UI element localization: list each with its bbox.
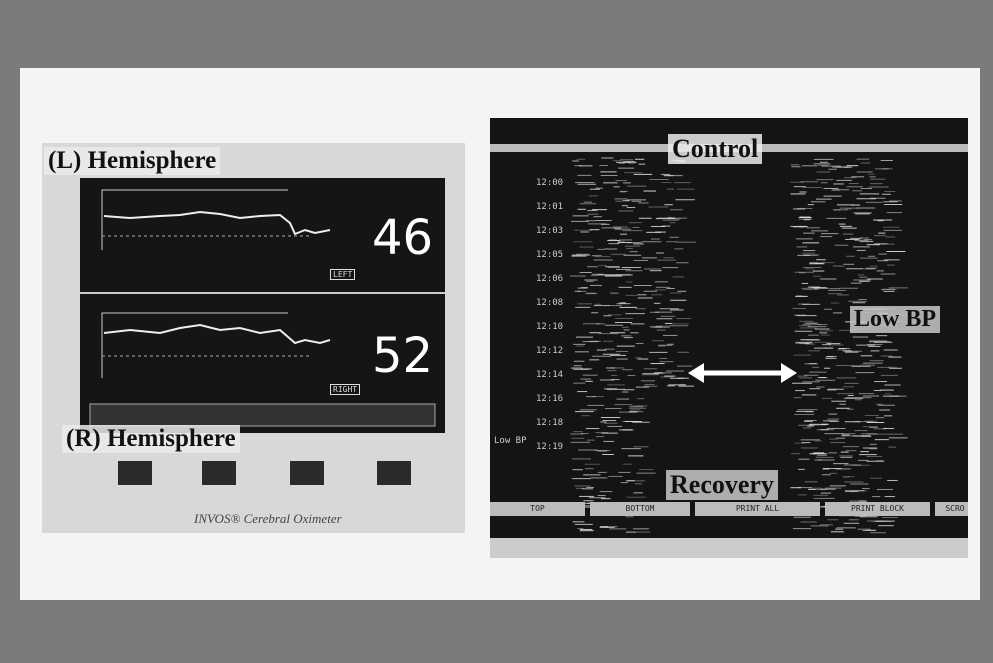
time-label: 12:00 bbox=[536, 178, 563, 188]
button: PRINT BLOCK bbox=[825, 502, 930, 516]
time-label: 12:08 bbox=[536, 298, 563, 308]
label-left-hemisphere: (L) Hemisphere bbox=[44, 147, 220, 175]
button-right: RIGHT bbox=[330, 384, 360, 395]
button: SCRO bbox=[935, 502, 968, 516]
value-bottom: 52 bbox=[372, 328, 433, 384]
key bbox=[118, 461, 152, 485]
time-label: 12:05 bbox=[536, 250, 563, 260]
label-right-hemisphere: (R) Hemisphere bbox=[62, 425, 240, 453]
time-label: 12:16 bbox=[536, 394, 563, 404]
time-label: 12:10 bbox=[536, 322, 563, 332]
value-top: 46 bbox=[372, 210, 433, 266]
time-label: 12:19 bbox=[536, 442, 563, 452]
button-left: LEFT bbox=[330, 269, 355, 280]
oximeter-photo: 46 52 LEFT RIGHT (L) Hemisphere (R) Hemi… bbox=[42, 143, 465, 533]
time-label: 12:03 bbox=[536, 226, 563, 236]
time-label: 12:06 bbox=[536, 274, 563, 284]
button: PRINT ALL bbox=[695, 502, 820, 516]
key bbox=[377, 461, 411, 485]
key bbox=[202, 461, 236, 485]
time-label: 12:14 bbox=[536, 370, 563, 380]
key bbox=[290, 461, 324, 485]
time-label: 12:12 bbox=[536, 346, 563, 356]
button: TOP bbox=[490, 502, 585, 516]
button: BOTTOM bbox=[590, 502, 690, 516]
time-label: 12:18 bbox=[536, 418, 563, 428]
monitor-screen: 46 52 LEFT RIGHT bbox=[80, 178, 445, 433]
page: {"left_photo": {"label_top": "(L) Hemisp… bbox=[0, 0, 993, 663]
time-label: 12:01 bbox=[536, 202, 563, 212]
brand: INVOS® Cerebral Oximeter bbox=[194, 511, 342, 527]
